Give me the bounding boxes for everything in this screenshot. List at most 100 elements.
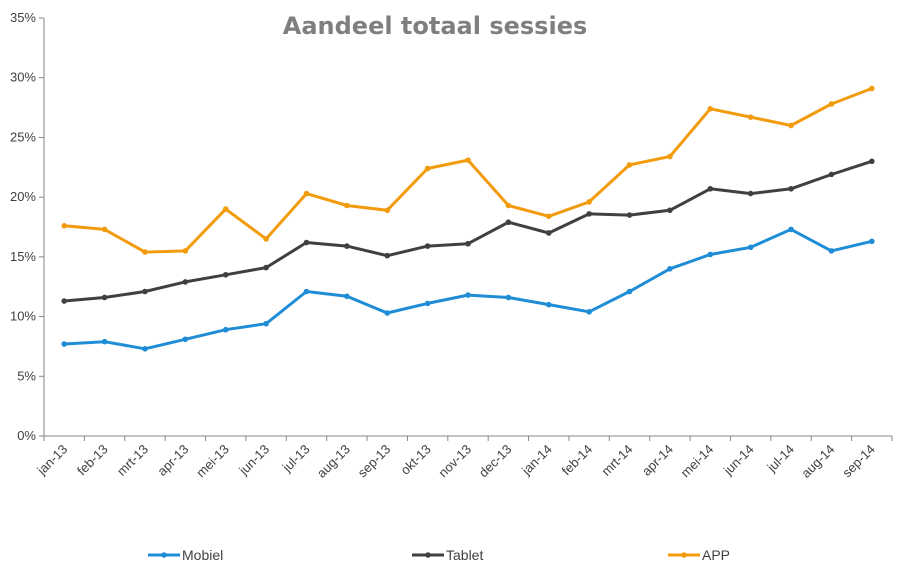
data-point-tablet xyxy=(626,212,633,218)
series-line-app xyxy=(64,87,873,254)
x-tick-label: okt-13 xyxy=(398,442,434,478)
legend-label-tablet: Tablet xyxy=(446,547,483,563)
data-point-app xyxy=(465,157,471,163)
data-point-tablet xyxy=(505,219,512,226)
y-axis: 0% 5% 10% 15% 20% 25% 30% 35% xyxy=(10,10,45,443)
legend-label-mobiel: Mobiel xyxy=(182,547,223,563)
x-tick-label: apr-14 xyxy=(639,442,676,479)
data-point-tablet xyxy=(465,240,471,247)
data-point-tablet xyxy=(545,230,552,236)
data-point-tablet xyxy=(707,185,714,192)
data-point-mobiel xyxy=(61,341,67,347)
data-point-tablet xyxy=(384,252,391,259)
data-point-tablet xyxy=(61,298,67,304)
y-tick-label: 20% xyxy=(10,189,36,204)
y-tick-label: 15% xyxy=(10,249,36,264)
data-point-app xyxy=(344,202,350,209)
x-tick-label: nov-13 xyxy=(435,442,474,481)
data-point-tablet xyxy=(424,243,431,249)
data-point-mobiel xyxy=(263,320,269,327)
data-point-mobiel xyxy=(828,248,835,254)
data-point-mobiel xyxy=(222,326,229,333)
data-point-mobiel xyxy=(586,308,592,315)
data-point-tablet xyxy=(747,190,754,197)
data-point-mobiel xyxy=(545,301,552,308)
data-point-app xyxy=(747,114,754,120)
x-tick-label: jan-13 xyxy=(33,442,70,479)
legend: Mobiel Tablet APP xyxy=(148,547,730,563)
x-tick-label: mrt-13 xyxy=(114,442,151,479)
data-point-app xyxy=(263,236,269,242)
data-point-app xyxy=(182,248,189,254)
data-point-mobiel xyxy=(747,244,754,251)
data-point-app xyxy=(869,85,875,92)
data-point-mobiel xyxy=(626,288,633,295)
data-point-app xyxy=(61,223,67,229)
y-tick-label: 5% xyxy=(17,368,36,383)
data-point-app xyxy=(424,165,431,172)
legend-label-app: APP xyxy=(702,547,730,563)
data-point-app xyxy=(545,213,552,220)
data-point-app xyxy=(101,226,108,233)
data-point-app xyxy=(142,249,148,255)
x-tick-label: jul-13 xyxy=(279,442,313,476)
data-point-mobiel xyxy=(667,266,673,272)
x-tick-label: mei-14 xyxy=(678,442,717,481)
data-point-app xyxy=(788,122,794,129)
y-tick-label: 0% xyxy=(17,428,36,443)
x-axis: jan-13 feb-13 mrt-13 apr-13 mei-13 jun-13 jul-… xyxy=(33,435,893,481)
data-point-tablet xyxy=(263,264,269,271)
data-point-app xyxy=(384,207,391,214)
data-point-app xyxy=(626,162,633,168)
data-point-mobiel xyxy=(303,288,310,295)
y-tick-label: 30% xyxy=(10,70,36,85)
x-tick-label: sep-14 xyxy=(839,442,878,481)
data-point-tablet xyxy=(142,288,148,295)
data-point-app xyxy=(303,190,310,197)
data-point-mobiel xyxy=(465,292,471,298)
x-tick-label: aug-14 xyxy=(798,442,837,481)
y-tick-label: 10% xyxy=(10,309,36,324)
data-point-app xyxy=(707,105,714,112)
data-point-app xyxy=(586,199,592,205)
x-tick-label: mrt-14 xyxy=(598,442,635,479)
y-tick-label: 35% xyxy=(10,10,36,25)
data-point-app xyxy=(667,153,673,160)
chart-title: Aandeel totaal sessies xyxy=(283,12,588,40)
data-point-tablet xyxy=(586,211,592,217)
data-point-tablet xyxy=(101,294,108,301)
series-layer xyxy=(61,85,875,352)
data-point-tablet xyxy=(344,243,350,249)
legend-marker-tablet xyxy=(425,552,431,558)
x-tick-label: dec-13 xyxy=(476,442,515,481)
data-point-mobiel xyxy=(869,238,875,245)
data-point-tablet xyxy=(869,158,875,165)
legend-marker-app xyxy=(681,552,687,558)
x-tick-label: aug-13 xyxy=(314,442,353,481)
data-point-mobiel xyxy=(788,226,794,233)
data-point-app xyxy=(505,202,512,209)
x-tick-label: jan-14 xyxy=(518,442,555,479)
data-point-app xyxy=(222,206,229,212)
data-point-mobiel xyxy=(707,251,714,258)
data-point-mobiel xyxy=(384,310,391,316)
data-point-mobiel xyxy=(142,346,148,352)
data-point-mobiel xyxy=(344,293,350,300)
x-tick-label: apr-13 xyxy=(154,442,191,479)
data-point-mobiel xyxy=(101,338,108,345)
x-tick-label: feb-13 xyxy=(74,442,111,479)
data-point-mobiel xyxy=(505,294,512,301)
data-point-tablet xyxy=(667,207,673,214)
data-point-mobiel xyxy=(182,336,189,343)
x-tick-label: jun-14 xyxy=(720,442,757,479)
data-point-tablet xyxy=(182,279,189,285)
data-point-tablet xyxy=(828,171,835,178)
x-tick-label: sep-13 xyxy=(355,442,394,481)
x-tick-label: jun-13 xyxy=(235,442,272,479)
data-point-tablet xyxy=(303,239,310,246)
data-point-tablet xyxy=(222,271,229,278)
x-tick-label: mei-13 xyxy=(193,442,232,481)
data-point-tablet xyxy=(788,185,794,192)
x-tick-label: feb-14 xyxy=(559,442,596,479)
